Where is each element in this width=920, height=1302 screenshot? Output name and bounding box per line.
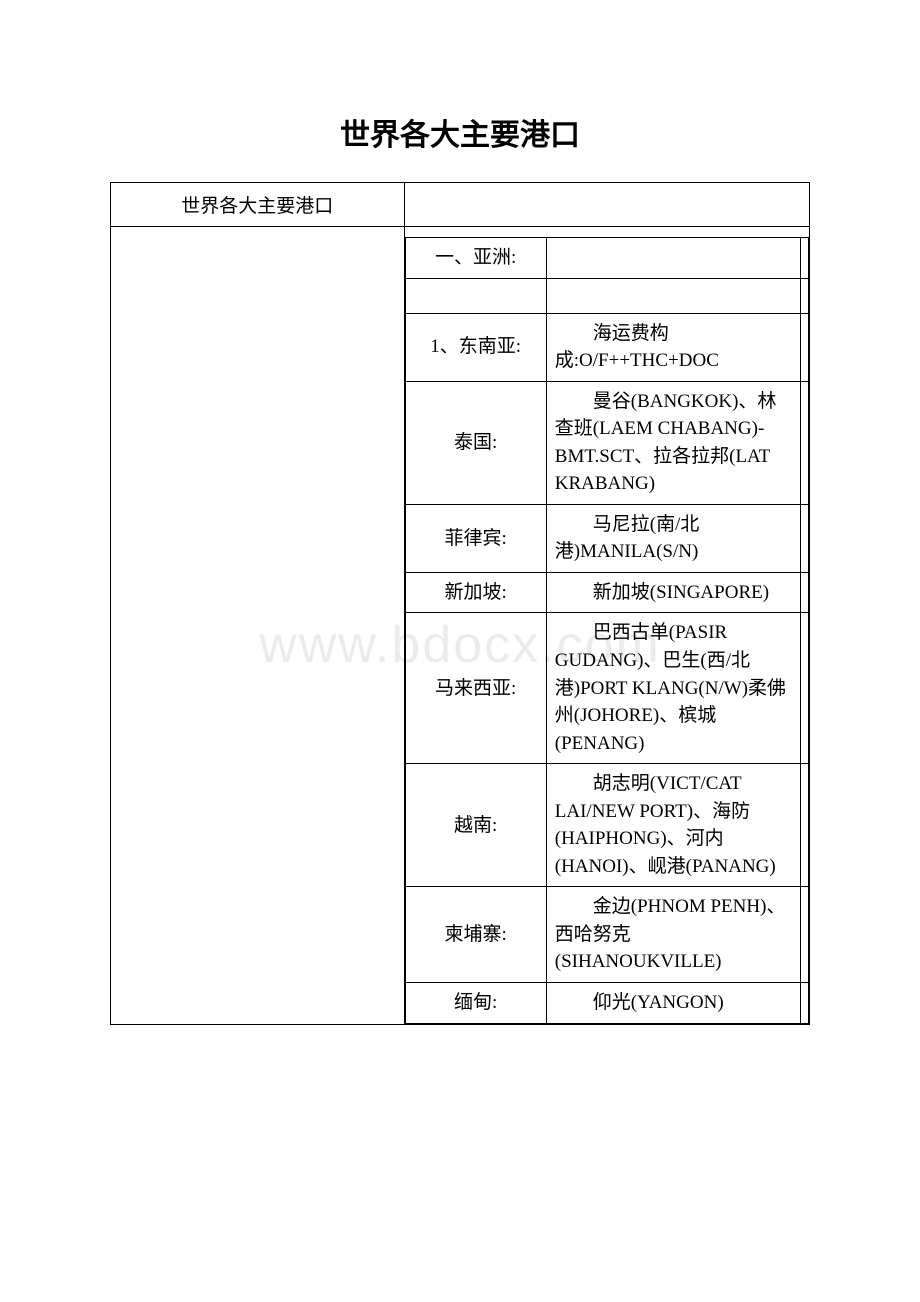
row-value: 仰光(YANGON) [546, 983, 800, 1024]
row-right-thin [800, 278, 808, 313]
row-right-thin [800, 983, 808, 1024]
row-value [546, 278, 800, 313]
content-left-col [111, 227, 405, 1025]
header-row: 世界各大主要港口 [111, 183, 810, 227]
content-right-col: 一、亚洲: 1、东南亚:海运费构成:O/F++THC+DOC泰国:曼谷(BANGK… [404, 227, 809, 1025]
row-value: 曼谷(BANGKOK)、林查班(LAEM CHABANG)-BMT.SCT、拉各… [546, 381, 800, 504]
row-value: 胡志明(VICT/CAT LAI/NEW PORT)、海防(HAIPHONG)、… [546, 764, 800, 887]
table-row: 缅甸:仰光(YANGON) [405, 983, 808, 1024]
row-right-thin [800, 504, 808, 572]
row-value [546, 238, 800, 279]
table-row: 越南:胡志明(VICT/CAT LAI/NEW PORT)、海防(HAIPHON… [405, 764, 808, 887]
table-row: 菲律宾:马尼拉(南/北港)MANILA(S/N) [405, 504, 808, 572]
row-label: 1、东南亚: [405, 313, 546, 381]
row-value: 新加坡(SINGAPORE) [546, 572, 800, 613]
row-right-thin [800, 238, 808, 279]
table-row: 新加坡:新加坡(SINGAPORE) [405, 572, 808, 613]
row-label: 泰国: [405, 381, 546, 504]
row-right-thin [800, 613, 808, 764]
table-row: 泰国:曼谷(BANGKOK)、林查班(LAEM CHABANG)-BMT.SCT… [405, 381, 808, 504]
row-right-thin [800, 572, 808, 613]
row-value: 巴西古单(PASIR GUDANG)、巴生(西/北港)PORT KLANG(N/… [546, 613, 800, 764]
row-label: 越南: [405, 764, 546, 887]
header-right-cell [404, 183, 809, 227]
row-label: 马来西亚: [405, 613, 546, 764]
table-row: 一、亚洲: [405, 238, 808, 279]
row-label: 菲律宾: [405, 504, 546, 572]
content-row: 一、亚洲: 1、东南亚:海运费构成:O/F++THC+DOC泰国:曼谷(BANGK… [111, 227, 810, 1025]
row-label: 缅甸: [405, 983, 546, 1024]
table-row: 柬埔寨:金边(PHNOM PENH)、西哈努克(SIHANOUKVILLE) [405, 887, 808, 983]
table-row: 1、东南亚:海运费构成:O/F++THC+DOC [405, 313, 808, 381]
row-label: 一、亚洲: [405, 238, 546, 279]
row-label: 新加坡: [405, 572, 546, 613]
row-label: 柬埔寨: [405, 887, 546, 983]
row-right-thin [800, 887, 808, 983]
row-right-thin [800, 764, 808, 887]
inner-table: 一、亚洲: 1、东南亚:海运费构成:O/F++THC+DOC泰国:曼谷(BANGK… [405, 237, 809, 1024]
table-row [405, 278, 808, 313]
row-right-thin [800, 381, 808, 504]
row-right-thin [800, 313, 808, 381]
row-label [405, 278, 546, 313]
header-left-cell: 世界各大主要港口 [111, 183, 405, 227]
row-value: 马尼拉(南/北港)MANILA(S/N) [546, 504, 800, 572]
row-value: 金边(PHNOM PENH)、西哈努克(SIHANOUKVILLE) [546, 887, 800, 983]
table-row: 马来西亚:巴西古单(PASIR GUDANG)、巴生(西/北港)PORT KLA… [405, 613, 808, 764]
outer-table: 世界各大主要港口 一、亚洲: 1、东南亚:海运费构成:O/F++THC+DOC泰国… [110, 182, 810, 1025]
page-title: 世界各大主要港口 [110, 110, 810, 154]
row-value: 海运费构成:O/F++THC+DOC [546, 313, 800, 381]
